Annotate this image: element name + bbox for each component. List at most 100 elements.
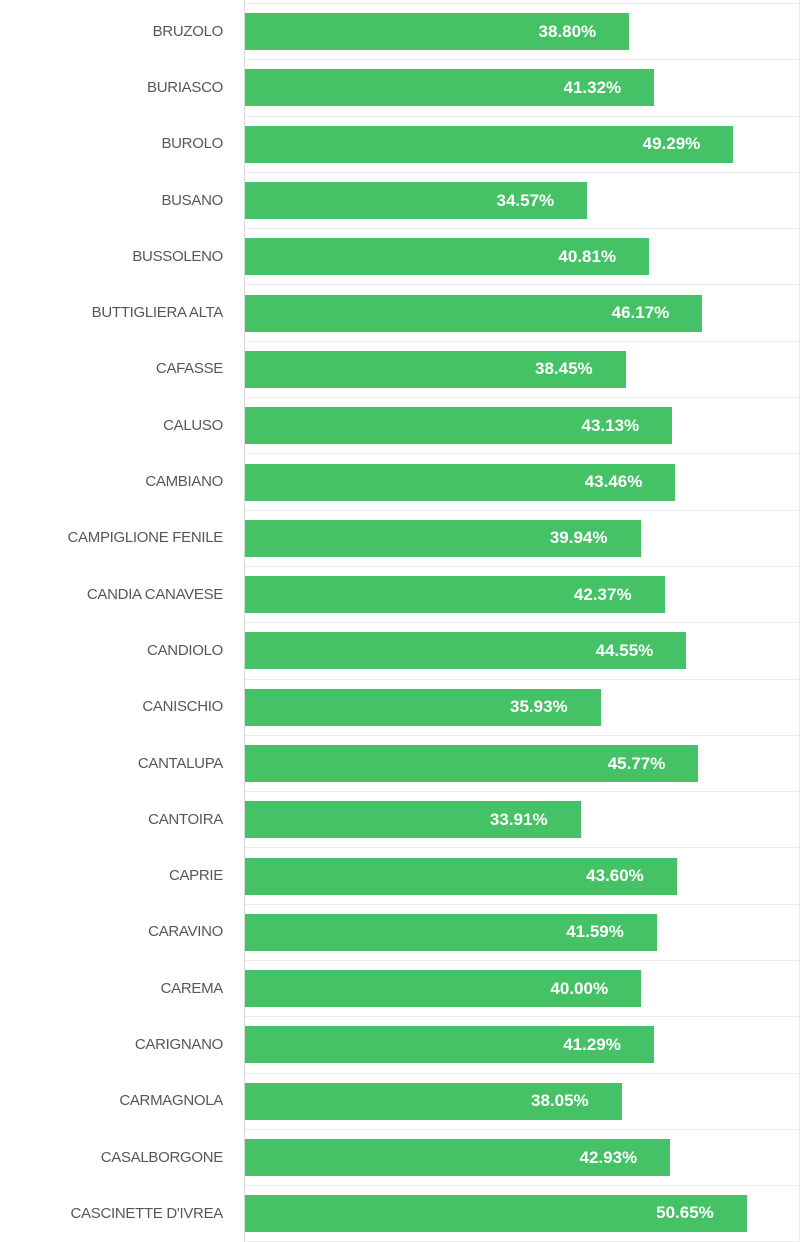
- bar[interactable]: 40.00%: [244, 970, 642, 1008]
- chart-row: CASALBORGONE 42.93%: [0, 1128, 800, 1185]
- plot-area-cell: 50.65%: [244, 1185, 800, 1242]
- bar[interactable]: 41.59%: [244, 913, 657, 951]
- bar-value-label: 42.93%: [579, 1147, 638, 1167]
- chart-row: BRUZOLO 38.80%: [0, 3, 800, 59]
- category-cell: CARAVINO: [0, 904, 244, 960]
- category-cell: CAREMA: [0, 960, 244, 1016]
- bar[interactable]: 45.77%: [244, 745, 699, 782]
- bar-value-label: 33.91%: [489, 809, 548, 829]
- bar-value-label: 49.29%: [642, 134, 701, 154]
- bar[interactable]: 38.80%: [244, 13, 630, 51]
- category-cell: CARMAGNOLA: [0, 1073, 244, 1129]
- bar[interactable]: 43.60%: [244, 857, 677, 895]
- category-label: CARAVINO: [148, 923, 223, 941]
- bar-value-label: 35.93%: [510, 697, 568, 717]
- bar-value-label: 44.55%: [595, 640, 654, 660]
- category-label: BUSSOLENO: [132, 247, 223, 265]
- chart-row: BUTTIGLIERA ALTA 46.17%: [0, 284, 800, 340]
- category-cell: CASALBORGONE: [0, 1129, 244, 1185]
- plot-area-cell: 46.17%: [244, 284, 800, 340]
- bar[interactable]: 42.37%: [244, 576, 665, 614]
- bar-value-label: 41.29%: [563, 1034, 621, 1054]
- bar-value-label: 38.80%: [538, 21, 597, 41]
- bar-value-label: 43.60%: [586, 866, 644, 886]
- bar[interactable]: 33.91%: [244, 801, 581, 839]
- category-label: CARIGNANO: [134, 1035, 223, 1053]
- chart-row: CAREMA 40.00%: [0, 960, 800, 1016]
- plot-area-cell: 49.29%: [244, 115, 800, 172]
- plot-area-cell: 41.32%: [244, 59, 800, 115]
- category-label: CANDIOLO: [147, 641, 223, 659]
- chart-row: BUSSOLENO 40.81%: [0, 228, 800, 284]
- category-cell: CANTALUPA: [0, 735, 244, 791]
- category-cell: CAMBIANO: [0, 453, 244, 509]
- plot-area-cell: 42.37%: [244, 565, 800, 622]
- plot-area-cell: 43.60%: [244, 847, 800, 903]
- plot-area-cell: 41.59%: [244, 903, 800, 960]
- plot-area-cell: 38.05%: [244, 1072, 800, 1129]
- bar-value-label: 34.57%: [496, 190, 555, 210]
- category-cell: CAMPIGLIONE FENILE: [0, 510, 244, 566]
- plot-area-cell: 44.55%: [244, 622, 800, 678]
- chart-row: BUROLO 49.29%: [0, 115, 800, 172]
- bar[interactable]: 40.81%: [244, 238, 650, 276]
- category-label: CANDIA CANAVESE: [86, 585, 223, 603]
- bar[interactable]: 43.46%: [244, 463, 676, 501]
- plot-area-cell: 35.93%: [244, 678, 800, 735]
- category-label: CAMBIANO: [145, 473, 223, 491]
- bar[interactable]: 38.05%: [244, 1082, 622, 1120]
- plot-area-cell: 40.00%: [244, 960, 800, 1016]
- category-label: CAMPIGLIONE FENILE: [67, 529, 224, 547]
- bar[interactable]: 44.55%: [244, 632, 687, 670]
- category-axis-line: [244, 0, 245, 1242]
- bar[interactable]: 50.65%: [244, 1194, 747, 1232]
- chart-row: CAPRIE 43.60%: [0, 847, 800, 903]
- category-label: CASCINETTE D'IVREA: [70, 1204, 224, 1222]
- category-cell: CANDIOLO: [0, 622, 244, 678]
- category-cell: CARIGNANO: [0, 1016, 244, 1072]
- category-cell: CALUSO: [0, 397, 244, 453]
- bar[interactable]: 38.45%: [244, 350, 626, 388]
- category-label: CANISCHIO: [142, 698, 223, 716]
- chart-row: CANDIA CANAVESE 42.37%: [0, 565, 800, 622]
- category-label: BRUZOLO: [152, 22, 224, 40]
- bar-value-label: 41.32%: [563, 77, 622, 97]
- category-cell: BUSANO: [0, 172, 244, 228]
- plot-area-cell: 43.13%: [244, 397, 800, 453]
- bar[interactable]: 42.93%: [244, 1139, 671, 1177]
- bar-value-label: 45.77%: [607, 753, 666, 773]
- bar[interactable]: 46.17%: [244, 294, 703, 332]
- category-cell: CAPRIE: [0, 847, 244, 903]
- category-cell: CASCINETTE D'IVREA: [0, 1185, 244, 1241]
- bar[interactable]: 41.29%: [244, 1026, 654, 1064]
- bar[interactable]: 49.29%: [244, 125, 734, 163]
- bar[interactable]: 41.32%: [244, 69, 655, 107]
- category-cell: CANTOIRA: [0, 791, 244, 847]
- plot-area-cell: 42.93%: [244, 1128, 800, 1185]
- category-label: CAPRIE: [168, 867, 223, 885]
- chart-row: CARMAGNOLA 38.05%: [0, 1072, 800, 1129]
- chart-row: BURIASCO 41.32%: [0, 59, 800, 115]
- bar-value-label: 39.94%: [549, 528, 608, 548]
- bar[interactable]: 34.57%: [244, 182, 588, 220]
- chart-row: CANISCHIO 35.93%: [0, 678, 800, 735]
- bar[interactable]: 43.13%: [244, 407, 673, 445]
- chart-rows: BRUZOLO 38.80% BURIASCO 41.32% BUROLO 49…: [0, 3, 800, 1242]
- bar-value-label: 38.45%: [535, 359, 593, 379]
- bar[interactable]: 39.94%: [244, 519, 641, 557]
- bar[interactable]: 35.93%: [244, 688, 601, 726]
- chart-row: CANDIOLO 44.55%: [0, 622, 800, 678]
- chart-row: CARIGNANO 41.29%: [0, 1016, 800, 1072]
- bar-value-label: 43.13%: [581, 415, 640, 435]
- bar-value-label: 38.05%: [531, 1091, 589, 1111]
- category-label: CANTOIRA: [148, 810, 223, 828]
- bar-value-label: 42.37%: [573, 584, 632, 604]
- category-label: CASALBORGONE: [100, 1148, 224, 1166]
- chart-row: CASCINETTE D'IVREA 50.65%: [0, 1185, 800, 1242]
- plot-area-cell: 45.77%: [244, 734, 800, 791]
- plot-area-cell: 43.46%: [244, 453, 800, 509]
- plot-area-cell: 38.45%: [244, 340, 800, 397]
- category-cell: BRUZOLO: [0, 3, 244, 59]
- bar-value-label: 40.81%: [558, 246, 617, 266]
